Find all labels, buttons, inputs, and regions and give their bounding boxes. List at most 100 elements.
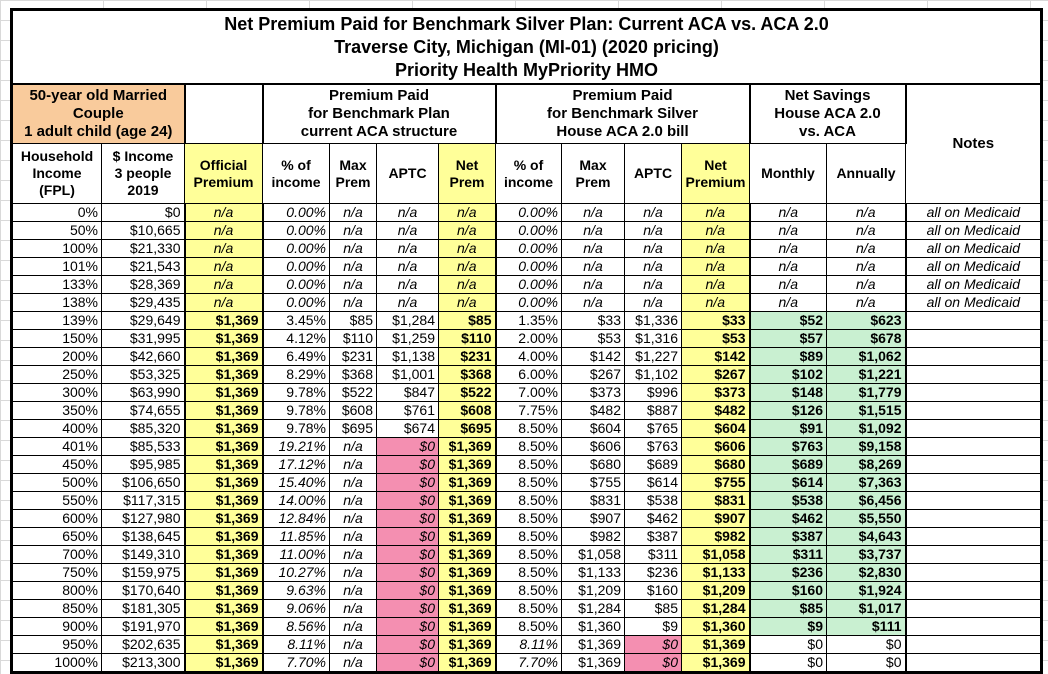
cell-aca2-pct-income[interactable]: 0.00% <box>495 293 562 312</box>
cell-fpl[interactable]: 500% <box>11 473 102 492</box>
cell-official-premium[interactable]: n/a <box>184 221 264 240</box>
cell-aca2-net-premium[interactable]: $680 <box>681 455 751 474</box>
cell-savings-annually[interactable]: $0 <box>826 635 907 654</box>
cell-aca-aptc[interactable]: $0 <box>376 509 439 528</box>
cell-aca-aptc[interactable]: $0 <box>376 545 439 564</box>
cell-savings-monthly[interactable]: $0 <box>749 635 827 654</box>
cell-aca-net-prem[interactable]: n/a <box>438 293 497 312</box>
cell-aca-max-prem[interactable]: n/a <box>329 455 377 474</box>
cell-aca2-pct-income[interactable]: 2.00% <box>495 329 562 348</box>
cell-aca2-max-prem[interactable]: $1,284 <box>561 599 625 618</box>
cell-aca2-net-premium[interactable]: $142 <box>681 347 751 366</box>
cell-official-premium[interactable]: $1,369 <box>184 437 264 456</box>
cell-aca2-aptc[interactable]: n/a <box>624 239 682 258</box>
cell-aca-net-prem[interactable]: $110 <box>438 329 497 348</box>
cell-aca2-aptc[interactable]: $9 <box>624 617 682 636</box>
cell-income[interactable]: $202,635 <box>101 635 186 654</box>
cell-fpl[interactable]: 401% <box>11 437 102 456</box>
cell-fpl[interactable]: 150% <box>11 329 102 348</box>
cell-savings-annually[interactable]: $0 <box>826 653 907 673</box>
cell-aca-aptc[interactable]: $674 <box>376 419 439 438</box>
cell-savings-monthly[interactable]: $89 <box>749 347 827 366</box>
cell-aca-max-prem[interactable]: $695 <box>329 419 377 438</box>
cell-income[interactable]: $53,325 <box>101 365 186 384</box>
cell-aca-aptc[interactable]: $0 <box>376 635 439 654</box>
cell-aca2-max-prem[interactable]: $482 <box>561 401 625 420</box>
cell-aca2-pct-income[interactable]: 8.50% <box>495 473 562 492</box>
cell-aca2-max-prem[interactable]: n/a <box>561 293 625 312</box>
cell-aca2-max-prem[interactable]: $1,209 <box>561 581 625 600</box>
cell-income[interactable]: $85,533 <box>101 437 186 456</box>
cell-official-premium[interactable]: $1,369 <box>184 635 264 654</box>
cell-aca2-pct-income[interactable]: 7.00% <box>495 383 562 402</box>
cell-aca-net-prem[interactable]: $522 <box>438 383 497 402</box>
cell-aca-net-prem[interactable]: $1,369 <box>438 617 497 636</box>
cell-aca2-max-prem[interactable]: n/a <box>561 257 625 276</box>
cell-aca2-aptc[interactable]: n/a <box>624 293 682 312</box>
cell-savings-annually[interactable]: $9,158 <box>826 437 907 456</box>
cell-official-premium[interactable]: $1,369 <box>184 383 264 402</box>
cell-aca2-net-premium[interactable]: n/a <box>681 275 751 294</box>
cell-aca2-net-premium[interactable]: $1,133 <box>681 563 751 582</box>
cell-savings-monthly[interactable]: n/a <box>749 239 827 258</box>
cell-fpl[interactable]: 450% <box>11 455 102 474</box>
cell-savings-monthly[interactable]: n/a <box>749 257 827 276</box>
cell-aca-max-prem[interactable]: n/a <box>329 617 377 636</box>
cell-savings-monthly[interactable]: $85 <box>749 599 827 618</box>
cell-aca2-max-prem[interactable]: $907 <box>561 509 625 528</box>
cell-aca-pct-income[interactable]: 17.12% <box>262 455 330 474</box>
cell-aca2-aptc[interactable]: $1,227 <box>624 347 682 366</box>
cell-aca2-aptc[interactable]: $236 <box>624 563 682 582</box>
cell-aca-max-prem[interactable]: $522 <box>329 383 377 402</box>
cell-income[interactable]: $29,435 <box>101 293 186 312</box>
cell-fpl[interactable]: 900% <box>11 617 102 636</box>
cell-aca-aptc[interactable]: $0 <box>376 527 439 546</box>
cell-aca2-pct-income[interactable]: 6.00% <box>495 365 562 384</box>
cell-aca2-aptc[interactable]: $462 <box>624 509 682 528</box>
cell-aca2-net-premium[interactable]: $33 <box>681 311 751 330</box>
cell-aca-pct-income[interactable]: 0.00% <box>262 221 330 240</box>
cell-aca2-pct-income[interactable]: 8.50% <box>495 419 562 438</box>
cell-savings-annually[interactable]: $1,017 <box>826 599 907 618</box>
cell-aca2-pct-income[interactable]: 8.50% <box>495 509 562 528</box>
cell-savings-annually[interactable]: $1,092 <box>826 419 907 438</box>
cell-aca-pct-income[interactable]: 15.40% <box>262 473 330 492</box>
cell-aca-net-prem[interactable]: n/a <box>438 275 497 294</box>
cell-aca2-aptc[interactable]: $1,102 <box>624 365 682 384</box>
cell-income[interactable]: $42,660 <box>101 347 186 366</box>
cell-aca-max-prem[interactable]: $608 <box>329 401 377 420</box>
cell-notes[interactable]: all on Medicaid <box>904 275 1043 294</box>
cell-savings-annually[interactable]: n/a <box>826 275 907 294</box>
cell-savings-monthly[interactable]: $9 <box>749 617 827 636</box>
cell-fpl[interactable]: 101% <box>11 257 102 276</box>
cell-aca-aptc[interactable]: $0 <box>376 599 439 618</box>
cell-fpl[interactable]: 700% <box>11 545 102 564</box>
cell-aca-aptc[interactable]: n/a <box>376 221 439 240</box>
cell-aca-net-prem[interactable]: $85 <box>438 311 497 330</box>
cell-aca2-net-premium[interactable]: n/a <box>681 221 751 240</box>
cell-income[interactable]: $63,990 <box>101 383 186 402</box>
cell-savings-annually[interactable]: $6,456 <box>826 491 907 510</box>
cell-savings-monthly[interactable]: $102 <box>749 365 827 384</box>
cell-aca2-max-prem[interactable]: n/a <box>561 239 625 258</box>
cell-aca2-pct-income[interactable]: 8.50% <box>495 437 562 456</box>
cell-aca2-max-prem[interactable]: n/a <box>561 203 625 222</box>
cell-aca2-max-prem[interactable]: n/a <box>561 221 625 240</box>
cell-aca-max-prem[interactable]: $368 <box>329 365 377 384</box>
cell-savings-annually[interactable]: $4,643 <box>826 527 907 546</box>
cell-aca2-net-premium[interactable]: $1,058 <box>681 545 751 564</box>
cell-fpl[interactable]: 650% <box>11 527 102 546</box>
cell-savings-monthly[interactable]: $160 <box>749 581 827 600</box>
cell-official-premium[interactable]: $1,369 <box>184 455 264 474</box>
cell-notes[interactable] <box>904 437 1043 456</box>
cell-savings-monthly[interactable]: $614 <box>749 473 827 492</box>
cell-aca2-net-premium[interactable]: n/a <box>681 203 751 222</box>
cell-aca2-pct-income[interactable]: 8.50% <box>495 545 562 564</box>
cell-aca-net-prem[interactable]: $1,369 <box>438 545 497 564</box>
cell-notes[interactable] <box>904 491 1043 510</box>
cell-savings-monthly[interactable]: $91 <box>749 419 827 438</box>
cell-aca2-pct-income[interactable]: 0.00% <box>495 239 562 258</box>
cell-aca2-aptc[interactable]: $85 <box>624 599 682 618</box>
cell-aca-max-prem[interactable]: n/a <box>329 473 377 492</box>
cell-aca2-pct-income[interactable]: 0.00% <box>495 257 562 276</box>
